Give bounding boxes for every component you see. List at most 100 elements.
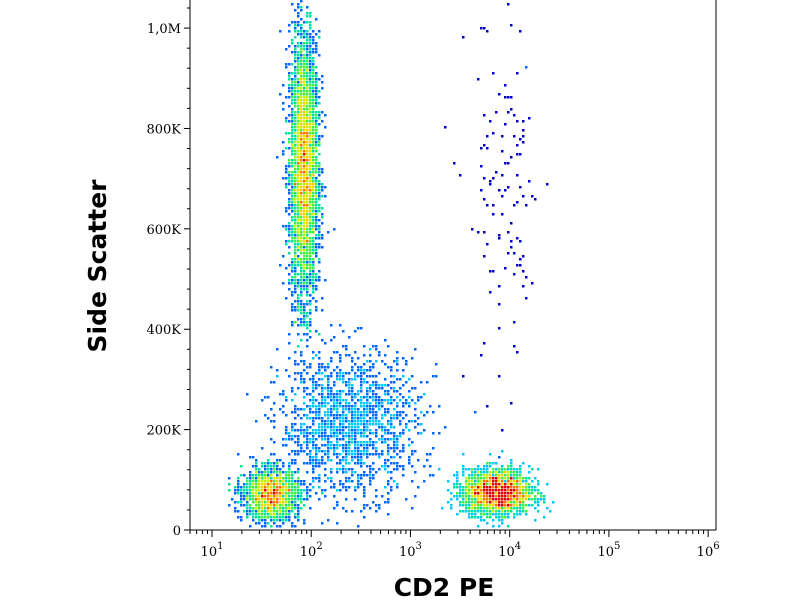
density-dot: [282, 84, 285, 87]
density-dot: [495, 171, 498, 174]
density-dot: [378, 507, 381, 510]
density-dot: [357, 483, 360, 486]
density-dot: [510, 498, 513, 501]
density-dot: [522, 495, 525, 498]
density-dot: [519, 465, 522, 468]
density-dot: [384, 438, 387, 441]
density-dot: [315, 144, 318, 147]
density-dot: [480, 519, 483, 522]
density-dot: [387, 366, 390, 369]
density-dot: [282, 102, 285, 105]
density-dot: [516, 489, 519, 492]
density-dot: [339, 375, 342, 378]
density-dot: [339, 354, 342, 357]
density-dot: [234, 507, 237, 510]
density-dot: [297, 159, 300, 162]
density-dot: [306, 150, 309, 153]
density-dot: [303, 267, 306, 270]
density-dot: [498, 474, 501, 477]
density-dot: [291, 486, 294, 489]
density-dot: [270, 504, 273, 507]
density-dot: [306, 345, 309, 348]
density-dot: [312, 138, 315, 141]
density-dot: [480, 480, 483, 483]
density-dot: [330, 426, 333, 429]
density-dot: [357, 414, 360, 417]
density-dot: [381, 441, 384, 444]
density-dot: [330, 405, 333, 408]
density-dot: [465, 510, 468, 513]
density-dot: [396, 447, 399, 450]
density-dot: [321, 432, 324, 435]
density-dot: [285, 165, 288, 168]
density-dot: [426, 459, 429, 462]
density-dot: [546, 483, 549, 486]
density-dot: [309, 171, 312, 174]
density-dot: [309, 243, 312, 246]
density-dot: [252, 474, 255, 477]
density-dot: [264, 492, 267, 495]
density-dot: [303, 306, 306, 309]
density-dot: [522, 195, 525, 198]
density-dot: [495, 480, 498, 483]
density-dot: [318, 237, 321, 240]
density-dot: [450, 498, 453, 501]
density-dot: [354, 405, 357, 408]
density-dot: [291, 321, 294, 324]
density-dot: [399, 423, 402, 426]
density-dot: [300, 60, 303, 63]
density-dot: [486, 471, 489, 474]
density-dot: [312, 150, 315, 153]
density-dot: [357, 441, 360, 444]
density-dot: [291, 147, 294, 150]
density-dot: [339, 459, 342, 462]
density-dot: [345, 414, 348, 417]
density-dot: [489, 465, 492, 468]
density-dot: [471, 480, 474, 483]
density-dot: [303, 312, 306, 315]
density-dot: [351, 378, 354, 381]
density-dot: [294, 132, 297, 135]
density-dot: [303, 243, 306, 246]
density-dot: [270, 519, 273, 522]
density-dot: [387, 438, 390, 441]
density-dot: [333, 336, 336, 339]
density-dot: [297, 150, 300, 153]
density-dot: [465, 483, 468, 486]
density-dot: [294, 21, 297, 24]
density-dot: [354, 372, 357, 375]
density-dot: [294, 222, 297, 225]
density-dot: [522, 489, 525, 492]
density-dot: [519, 153, 522, 156]
density-dot: [525, 204, 528, 207]
density-dot: [390, 447, 393, 450]
density-dot: [357, 393, 360, 396]
density-dot: [324, 396, 327, 399]
density-dot: [306, 339, 309, 342]
density-dot: [309, 453, 312, 456]
density-dot: [300, 270, 303, 273]
density-dot: [282, 390, 285, 393]
density-dot: [510, 240, 513, 243]
density-dot: [408, 459, 411, 462]
density-dot: [513, 471, 516, 474]
density-dot: [297, 507, 300, 510]
density-dot: [387, 390, 390, 393]
density-dot: [291, 126, 294, 129]
density-dot: [357, 450, 360, 453]
density-dot: [261, 477, 264, 480]
density-dot: [306, 105, 309, 108]
density-dot: [489, 513, 492, 516]
density-dot: [387, 429, 390, 432]
density-dot: [537, 498, 540, 501]
density-dot: [345, 510, 348, 513]
density-dot: [300, 279, 303, 282]
density-dot: [258, 489, 261, 492]
density-dot: [351, 510, 354, 513]
density-dot: [252, 477, 255, 480]
density-dot: [309, 198, 312, 201]
density-dot: [306, 417, 309, 420]
density-dot: [300, 183, 303, 186]
density-dot: [483, 501, 486, 504]
density-dot: [486, 465, 489, 468]
